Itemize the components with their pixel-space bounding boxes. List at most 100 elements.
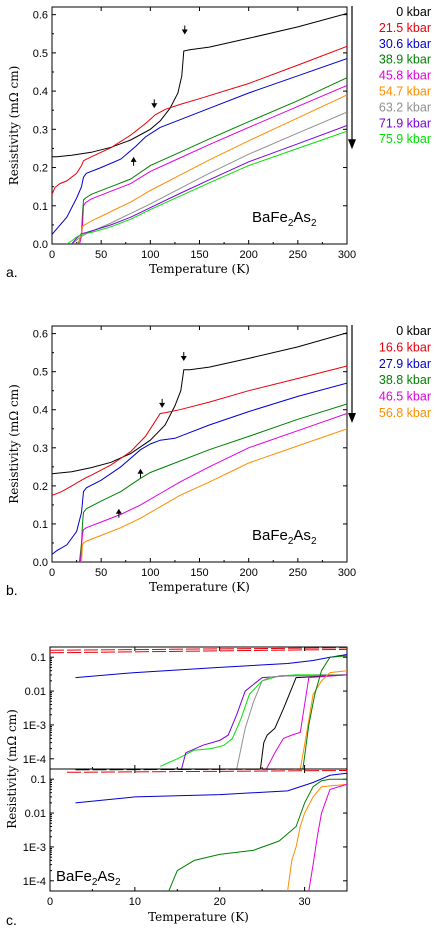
log-subplot-frame xyxy=(49,646,348,770)
legend-entry: 63.2 kbar xyxy=(379,100,431,114)
y-tick-label: 0.5 xyxy=(33,367,48,379)
y-axis-label: Resistivity (mΩ cm) xyxy=(5,709,19,829)
y-tick-label: 1E-4 xyxy=(23,754,46,766)
legend-entry: 16.6 kbar xyxy=(379,340,431,354)
log-series-line xyxy=(302,655,347,769)
x-tick-label: 300 xyxy=(338,249,356,261)
transition-arrow xyxy=(180,352,187,362)
pressure-arrow xyxy=(348,325,356,423)
y-tick-label: 1E-4 xyxy=(23,876,46,888)
compound-label-1-sub1: 2 xyxy=(288,536,294,547)
panel-label: a. xyxy=(6,264,18,280)
y-axis-label: Resistivity (mΩ cm) xyxy=(7,66,21,186)
x-tick-label: 150 xyxy=(190,567,208,579)
y-tick-label: 0.1 xyxy=(33,201,48,213)
y-tick-label: 1E-3 xyxy=(23,720,46,732)
series-line-16-6-kbar xyxy=(52,365,347,496)
legend-entry: 46.5 kbar xyxy=(379,390,431,404)
log-series-line xyxy=(287,783,347,891)
series-line-30-6-kbar xyxy=(52,58,347,235)
compound-label-1: BaFe2As2 xyxy=(252,527,317,547)
log-series-line xyxy=(259,674,347,769)
legend-entry: 21.5 kbar xyxy=(379,21,431,35)
legend-entry: 54.7 kbar xyxy=(379,85,431,99)
log-series-line xyxy=(50,648,347,654)
x-tick-label: 50 xyxy=(95,249,107,261)
compound-label-0-mid: As xyxy=(293,209,311,226)
series-line-71-9-kbar xyxy=(71,125,347,244)
compound-label-1-pre: BaFe xyxy=(252,527,288,544)
x-tick-label: 0 xyxy=(49,249,55,261)
series-group-1 xyxy=(52,332,347,562)
log-series-group xyxy=(66,769,347,891)
log-series-line xyxy=(75,772,347,804)
x-tick-label: 50 xyxy=(95,567,107,579)
x-tick-label: 250 xyxy=(289,567,307,579)
x-tick-label: 100 xyxy=(141,249,159,261)
y-tick-label: 1E-3 xyxy=(23,842,46,854)
log-series-line xyxy=(50,647,347,651)
compound-label-0-sub2: 2 xyxy=(311,218,317,229)
compound-label-0: BaFe2As2 xyxy=(252,209,317,229)
log-series-line xyxy=(160,674,347,767)
series-line-0-kbar xyxy=(52,332,347,475)
y-tick-label: 0.0 xyxy=(33,239,48,251)
compound-label-2: BaFe2As2 xyxy=(56,868,121,888)
x-tick-label: 300 xyxy=(338,567,356,579)
y-tick-label: 0.01 xyxy=(25,686,46,698)
compound-label-2-sub1: 2 xyxy=(92,877,98,888)
series-line-38-9-kbar xyxy=(77,77,347,244)
series-line-21-5-kbar xyxy=(52,45,347,195)
panel-label: c. xyxy=(6,912,17,928)
y-tick-label: 0.3 xyxy=(33,443,48,455)
y-tick-label: 0.6 xyxy=(33,10,48,22)
x-tick-label: 150 xyxy=(190,249,208,261)
y-axis-label: Resistivity (mΩ cm) xyxy=(7,384,21,504)
compound-label-2-pre: BaFe xyxy=(56,868,92,885)
x-tick-label: 0 xyxy=(47,896,53,908)
compound-label-0-pre: BaFe xyxy=(252,209,288,226)
x-tick-label: 200 xyxy=(239,249,257,261)
compound-label-0-sub1: 2 xyxy=(288,218,294,229)
x-tick-label: 100 xyxy=(141,567,159,579)
log-series-line xyxy=(66,770,347,773)
y-tick-label: 0.2 xyxy=(33,481,48,493)
pressure-arrow xyxy=(348,6,356,150)
series-line-54-7-kbar xyxy=(76,94,347,244)
y-tick-label: 0.3 xyxy=(33,124,48,136)
transition-arrow xyxy=(151,99,158,109)
compound-label-2-sub2: 2 xyxy=(115,877,121,888)
compound-label-1-sub2: 2 xyxy=(311,536,317,547)
y-tick-label: 0.5 xyxy=(33,48,48,60)
log-series-line xyxy=(75,769,322,771)
y-tick-label: 0.4 xyxy=(33,86,48,98)
legend-entry: 38.8 kbar xyxy=(379,373,431,387)
log-series-line xyxy=(308,783,347,891)
y-tick-label: 0.1 xyxy=(31,774,46,786)
x-tick-label: 0 xyxy=(49,567,55,579)
legend-entry: 0 kbar xyxy=(396,5,431,19)
legend-entry: 56.8 kbar xyxy=(379,406,431,420)
legend-entry: 0 kbar xyxy=(396,324,431,338)
transition-arrow xyxy=(181,25,188,35)
series-line-27-9-kbar xyxy=(52,382,347,555)
log-series-group xyxy=(50,647,347,769)
x-tick-label: 250 xyxy=(289,249,307,261)
compound-label-2-mid: As xyxy=(97,868,115,885)
legend-entry: 45.8 kbar xyxy=(379,69,431,83)
log-series-line xyxy=(236,674,347,769)
x-tick-label: 200 xyxy=(239,567,257,579)
series-line-63-2-kbar xyxy=(71,111,347,244)
legend-entry: 30.6 kbar xyxy=(379,37,431,51)
x-tick-label: 30 xyxy=(298,896,310,908)
transition-arrow xyxy=(159,398,166,408)
transition-arrow xyxy=(137,468,144,478)
x-tick-label: 10 xyxy=(129,896,141,908)
y-tick-label: 0.01 xyxy=(25,808,46,820)
log-series-line xyxy=(299,670,347,769)
series-line-75-9-kbar xyxy=(66,130,347,244)
series-line-0-kbar xyxy=(52,13,347,158)
x-axis-label: Temperature (K) xyxy=(149,262,250,276)
y-tick-label: 0.6 xyxy=(33,329,48,341)
